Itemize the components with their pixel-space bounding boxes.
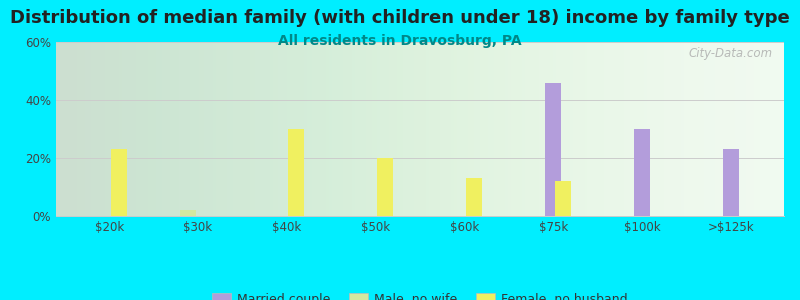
Bar — [378, 158, 393, 216]
Bar — [634, 129, 650, 216]
Bar — [111, 149, 127, 216]
Bar — [181, 210, 197, 216]
Bar — [289, 129, 305, 216]
Bar — [545, 82, 561, 216]
Text: All residents in Dravosburg, PA: All residents in Dravosburg, PA — [278, 34, 522, 49]
Text: Distribution of median family (with children under 18) income by family type: Distribution of median family (with chil… — [10, 9, 790, 27]
Bar — [466, 178, 482, 216]
Bar — [722, 149, 738, 216]
Text: City-Data.com: City-Data.com — [689, 47, 773, 60]
Legend: Married couple, Male, no wife, Female, no husband: Married couple, Male, no wife, Female, n… — [207, 288, 633, 300]
Bar — [554, 181, 570, 216]
